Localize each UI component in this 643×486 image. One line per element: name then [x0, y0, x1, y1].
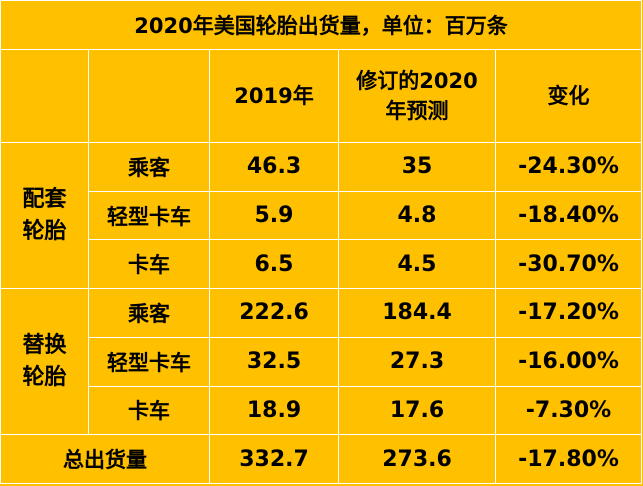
table-row: 配套 轮胎 乘客 46.3 35 -24.30% — [0, 141, 642, 290]
group-label-oem-line2: 轮胎 — [22, 218, 67, 244]
value-2019: 32.5 — [209, 336, 339, 387]
table-row: 轻型卡车 32.5 27.3 -16.00% — [1, 336, 642, 387]
group-label-replacement-line2: 轮胎 — [22, 364, 67, 390]
value-change: -16.00% — [495, 336, 642, 387]
table-row: 卡车 18.9 17.6 -7.30% — [1, 385, 642, 436]
vehicle-type: 轻型卡车 — [88, 190, 210, 241]
table-title: 2020年美国轮胎出货量，单位：百万条 — [0, 0, 642, 50]
total-2020: 273.6 — [338, 434, 496, 484]
vehicle-type: 乘客 — [88, 288, 210, 338]
value-change: -24.30% — [495, 141, 642, 192]
total-2019: 332.7 — [209, 434, 339, 484]
header-2020-forecast-line2: 年预测 — [385, 98, 449, 123]
header-2020-forecast-line1: 修订的2020 — [356, 68, 478, 93]
value-change: -18.40% — [495, 190, 642, 241]
header-blank-2 — [88, 48, 210, 143]
vehicle-type: 卡车 — [88, 385, 210, 436]
group-label-replacement-line1: 替换 — [22, 332, 67, 358]
header-row: 2019年 修订的2020 年预测 变化 — [0, 48, 642, 143]
value-2019: 6.5 — [209, 239, 339, 290]
value-2019: 18.9 — [209, 385, 339, 436]
header-blank-1 — [0, 48, 89, 143]
value-2020: 35 — [338, 141, 496, 192]
group-label-oem-line1: 配套 — [22, 186, 67, 212]
value-2020: 4.8 — [338, 190, 496, 241]
group-label-oem: 配套 轮胎 — [0, 141, 89, 290]
title-row: 2020年美国轮胎出货量，单位：百万条 — [0, 0, 642, 50]
value-2019: 222.6 — [209, 288, 339, 338]
group-label-replacement: 替换 轮胎 — [0, 288, 89, 436]
table-row: 轻型卡车 5.9 4.8 -18.40% — [1, 190, 642, 241]
value-change: -30.70% — [495, 239, 642, 290]
vehicle-type: 轻型卡车 — [88, 336, 210, 387]
vehicle-type: 卡车 — [88, 239, 210, 290]
value-2020: 27.3 — [338, 336, 496, 387]
value-2020: 17.6 — [338, 385, 496, 436]
vehicle-type: 乘客 — [88, 141, 210, 192]
header-change: 变化 — [495, 48, 642, 143]
value-2019: 46.3 — [209, 141, 339, 192]
value-2020: 4.5 — [338, 239, 496, 290]
value-change: -17.20% — [495, 288, 642, 338]
total-change: -17.80% — [495, 434, 642, 484]
table-row: 卡车 6.5 4.5 -30.70% — [1, 239, 642, 290]
table-row: 替换 轮胎 乘客 222.6 184.4 -17.20% — [0, 288, 642, 436]
value-2019: 5.9 — [209, 190, 339, 241]
value-2020: 184.4 — [338, 288, 496, 338]
total-row: 总出货量 332.7 273.6 -17.80% — [0, 434, 642, 484]
total-label: 总出货量 — [0, 434, 210, 484]
value-change: -7.30% — [495, 385, 642, 436]
header-2019: 2019年 — [209, 48, 339, 143]
header-2020-forecast: 修订的2020 年预测 — [338, 48, 496, 143]
